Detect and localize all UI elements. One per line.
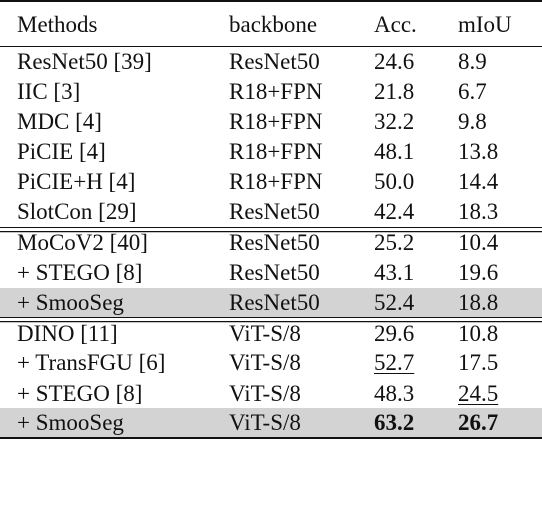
backbone-cell: ResNet50: [229, 226, 374, 258]
backbone-cell: ResNet50: [229, 48, 320, 74]
acc-cell: 50.0: [374, 169, 415, 195]
header-methods: Methods: [0, 0, 229, 47]
miou-cell: 19.6: [458, 259, 499, 285]
table-row: + STEGO [8] ResNet50 43.1 19.6: [0, 257, 542, 287]
method-cell: + SmooSeg: [0, 408, 229, 440]
header-row: Methods backbone Acc. mIoU: [0, 0, 542, 47]
second-best-value: 24.5: [458, 380, 499, 406]
acc-cell: 48.1: [374, 139, 415, 165]
method-cell: IIC [3]: [17, 78, 81, 104]
second-best-value: 52.7: [374, 350, 415, 376]
table-row: ResNet50 [39] ResNet50 24.6 8.9: [0, 46, 542, 76]
backbone-cell: ViT-S/8: [229, 317, 374, 348]
miou-cell: 24.5: [458, 378, 542, 408]
backbone-cell: ResNet50: [229, 287, 374, 318]
miou-cell: 8.9: [458, 48, 487, 74]
table-row-highlighted: + SmooSeg ViT-S/8 63.2 26.7: [0, 408, 542, 440]
best-value: 63.2: [374, 410, 415, 436]
method-cell: ResNet50 [39]: [17, 48, 152, 74]
acc-cell: 25.2: [374, 226, 458, 258]
method-cell: MoCoV2 [40]: [0, 226, 229, 258]
acc-cell: 52.7: [374, 348, 458, 378]
group-mocov2: MoCoV2 [40] ResNet50 25.2 10.4 + STEGO […: [0, 226, 542, 318]
miou-cell: 9.8: [458, 108, 487, 134]
miou-cell: 10.4: [458, 226, 542, 258]
acc-cell: 32.2: [374, 108, 415, 134]
acc-cell: 48.3: [374, 380, 415, 406]
miou-cell: 10.8: [458, 317, 542, 348]
miou-cell: 6.7: [458, 78, 487, 104]
miou-cell: 18.3: [458, 199, 499, 225]
group-cnn-baselines: ResNet50 [39] ResNet50 24.6 8.9 IIC [3] …: [0, 46, 542, 227]
acc-cell: 63.2: [374, 408, 458, 440]
table-row: + TransFGU [6] ViT-S/8 52.7 17.5: [0, 348, 542, 378]
table-row: PiCIE [4] R18+FPN 48.1 13.8: [0, 137, 542, 167]
miou-cell: 26.7: [458, 408, 542, 440]
best-value: 26.7: [458, 410, 499, 436]
miou-cell: 14.4: [458, 169, 499, 195]
method-cell: SlotCon [29]: [17, 199, 137, 225]
method-cell: + STEGO [8]: [17, 259, 143, 285]
backbone-cell: ViT-S/8: [229, 350, 301, 376]
acc-cell: 21.8: [374, 78, 415, 104]
backbone-cell: ResNet50: [229, 199, 320, 225]
backbone-cell: ViT-S/8: [229, 408, 374, 440]
backbone-cell: R18+FPN: [229, 139, 323, 165]
table-row: DINO [11] ViT-S/8 29.6 10.8: [0, 317, 542, 348]
acc-cell: 52.4: [374, 287, 458, 318]
method-cell: PiCIE [4]: [17, 139, 106, 165]
table-row: IIC [3] R18+FPN 21.8 6.7: [0, 76, 542, 106]
backbone-cell: R18+FPN: [229, 169, 323, 195]
acc-cell: 29.6: [374, 317, 458, 348]
method-cell: + STEGO [8]: [17, 380, 143, 406]
acc-cell: 43.1: [374, 259, 415, 285]
method-cell: + TransFGU [6]: [17, 350, 166, 376]
method-cell: MDC [4]: [17, 108, 102, 134]
acc-cell: 24.6: [374, 48, 415, 74]
header-acc: Acc.: [374, 0, 458, 47]
method-cell: DINO [11]: [0, 317, 229, 348]
results-table: Methods backbone Acc. mIoU ResNet50 [39]…: [0, 0, 542, 440]
table-row: SlotCon [29] ResNet50 42.4 18.3: [0, 197, 542, 227]
table-row: MoCoV2 [40] ResNet50 25.2 10.4: [0, 226, 542, 258]
backbone-cell: ViT-S/8: [229, 380, 301, 406]
miou-cell: 13.8: [458, 139, 499, 165]
header-miou: mIoU: [458, 0, 542, 47]
miou-cell: 18.8: [458, 287, 542, 318]
table-row: MDC [4] R18+FPN 32.2 9.8: [0, 106, 542, 136]
table-row: + STEGO [8] ViT-S/8 48.3 24.5: [0, 378, 542, 408]
miou-cell: 17.5: [458, 350, 499, 376]
backbone-cell: ResNet50: [229, 259, 320, 285]
method-cell: PiCIE+H [4]: [17, 169, 136, 195]
backbone-cell: R18+FPN: [229, 78, 323, 104]
table-row: PiCIE+H [4] R18+FPN 50.0 14.4: [0, 167, 542, 197]
group-dino: DINO [11] ViT-S/8 29.6 10.8 + TransFGU […: [0, 317, 542, 440]
table-row-highlighted: + SmooSeg ResNet50 52.4 18.8: [0, 287, 542, 318]
backbone-cell: R18+FPN: [229, 108, 323, 134]
header-backbone: backbone: [229, 0, 374, 47]
method-cell: + SmooSeg: [0, 287, 229, 318]
acc-cell: 42.4: [374, 199, 415, 225]
